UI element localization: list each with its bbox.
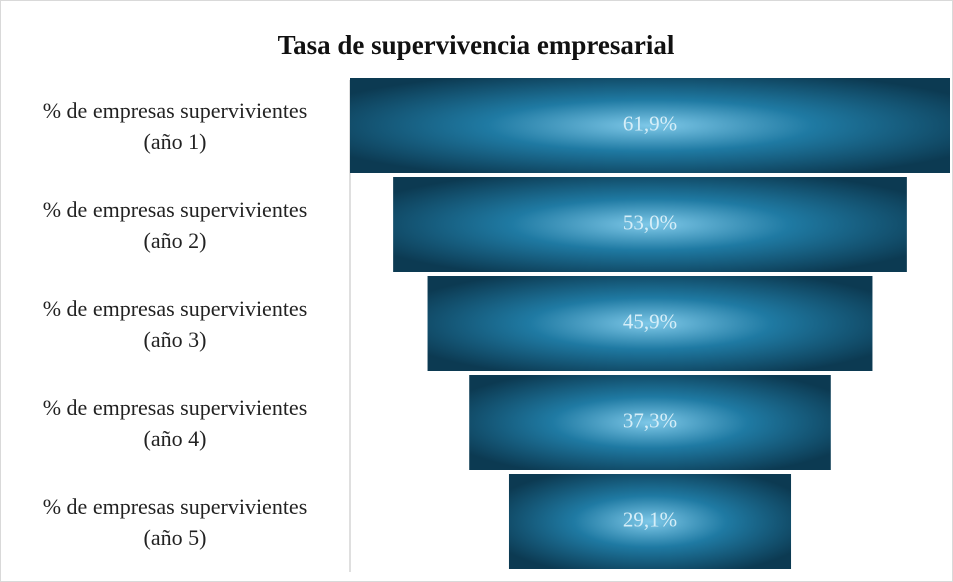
value-label: 37,3% bbox=[623, 408, 677, 432]
category-label: % de empresas supervivientes (año 2) bbox=[42, 196, 308, 253]
chart-title: Tasa de supervivencia empresarial bbox=[278, 30, 675, 60]
value-label: 53,0% bbox=[623, 210, 677, 234]
category-label: % de empresas supervivientes (año 1) bbox=[42, 97, 308, 154]
category-label: % de empresas supervivientes (año 3) bbox=[42, 295, 308, 352]
value-label: 45,9% bbox=[623, 309, 677, 333]
funnel-bar bbox=[508, 474, 792, 569]
value-label: 61,9% bbox=[623, 111, 677, 135]
value-label: 29,1% bbox=[623, 507, 677, 531]
funnel-bar bbox=[469, 375, 831, 470]
category-label: % de empresas supervivientes (año 5) bbox=[42, 493, 308, 550]
funnel-bar bbox=[393, 177, 907, 272]
funnel-bar bbox=[350, 78, 950, 173]
category-label: % de empresas supervivientes (año 4) bbox=[42, 394, 308, 451]
funnel-bar bbox=[427, 276, 873, 371]
